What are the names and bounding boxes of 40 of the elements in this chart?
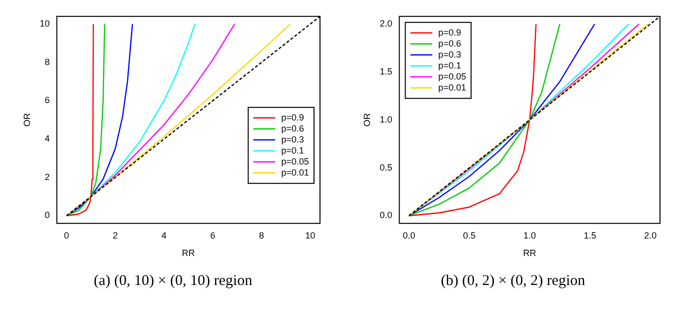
legend-label: p=0.9: [438, 27, 462, 38]
y-tick-label: 0.5: [380, 162, 392, 172]
legend-label: p=0.05: [438, 71, 466, 82]
y-tick-label: 10: [40, 18, 50, 29]
x-tick-label: 10: [305, 230, 316, 240]
x-tick-label: 4: [162, 230, 167, 240]
x-axis-title: RR: [523, 248, 537, 258]
x-tick-label: 0: [64, 230, 70, 240]
legend-label: p=0.6: [281, 123, 304, 134]
y-tick-label: 2: [44, 172, 50, 182]
x-axis-title: RR: [182, 248, 196, 258]
y-tick-label: 0: [44, 210, 50, 220]
y-axis-title: OR: [362, 112, 372, 127]
x-tick-label: 0.5: [463, 230, 476, 240]
y-tick-label: 2.0: [380, 18, 392, 29]
legend-label: p=0.1: [438, 60, 462, 70]
x-tick-label: 6: [210, 230, 216, 240]
text: (a) (0, 10) × (0, 10) region: [94, 273, 252, 290]
y-tick-label: 4: [44, 134, 50, 144]
x-tick-label: 8: [259, 230, 264, 240]
y-tick-label: 6: [44, 95, 50, 106]
y-tick-label: 8: [44, 56, 50, 67]
x-tick-label: 0.0: [402, 230, 416, 240]
y-tick-label: 1.0: [380, 114, 392, 124]
x-tick-label: 1.5: [584, 230, 596, 240]
text: (b) (0, 2) × (0, 2) region: [440, 273, 586, 290]
x-tick-label: 2: [112, 230, 118, 240]
legend-label: p=0.9: [281, 112, 304, 122]
legend-label: p=0.6: [438, 38, 462, 48]
legend-label: p=0.05: [281, 156, 310, 166]
legend-label: p=0.3: [438, 49, 462, 60]
legend-label: p=0.3: [281, 134, 304, 144]
legend-label: p=0.1: [281, 145, 304, 156]
legend-label: p=0.01: [438, 82, 466, 92]
y-tick-label: 1.5: [380, 66, 392, 76]
x-tick-label: 1.0: [523, 230, 536, 240]
y-tick-label: 0.0: [380, 210, 392, 220]
legend-label: p=0.01: [281, 167, 310, 178]
x-tick-label: 2.0: [644, 230, 657, 240]
y-axis-title: OR: [22, 112, 32, 127]
